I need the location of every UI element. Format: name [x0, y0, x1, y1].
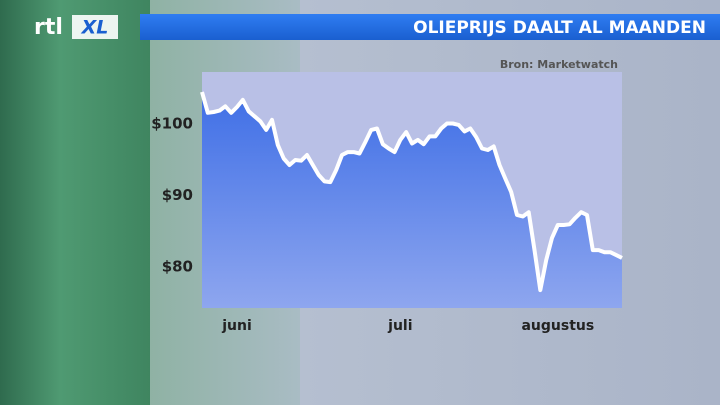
- logo-rtl: rtl: [34, 15, 63, 40]
- area: [202, 92, 622, 308]
- logo-xl: XL: [81, 17, 109, 39]
- x-tick-label: augustus: [521, 318, 594, 334]
- y-tick-label: $100: [151, 115, 193, 133]
- logo-box: [72, 15, 118, 39]
- source: Bron: Marketwatch: [500, 58, 618, 71]
- title-bar: [140, 14, 720, 40]
- line: [200, 91, 623, 293]
- y-tick-label: $80: [162, 258, 193, 276]
- x-tick-label: juli: [387, 318, 412, 334]
- x-tick-label: juni: [221, 318, 252, 334]
- y-tick-label: $90: [162, 186, 193, 204]
- chart-title: OLIEPRIJS DAALT AL MAANDEN: [413, 18, 706, 38]
